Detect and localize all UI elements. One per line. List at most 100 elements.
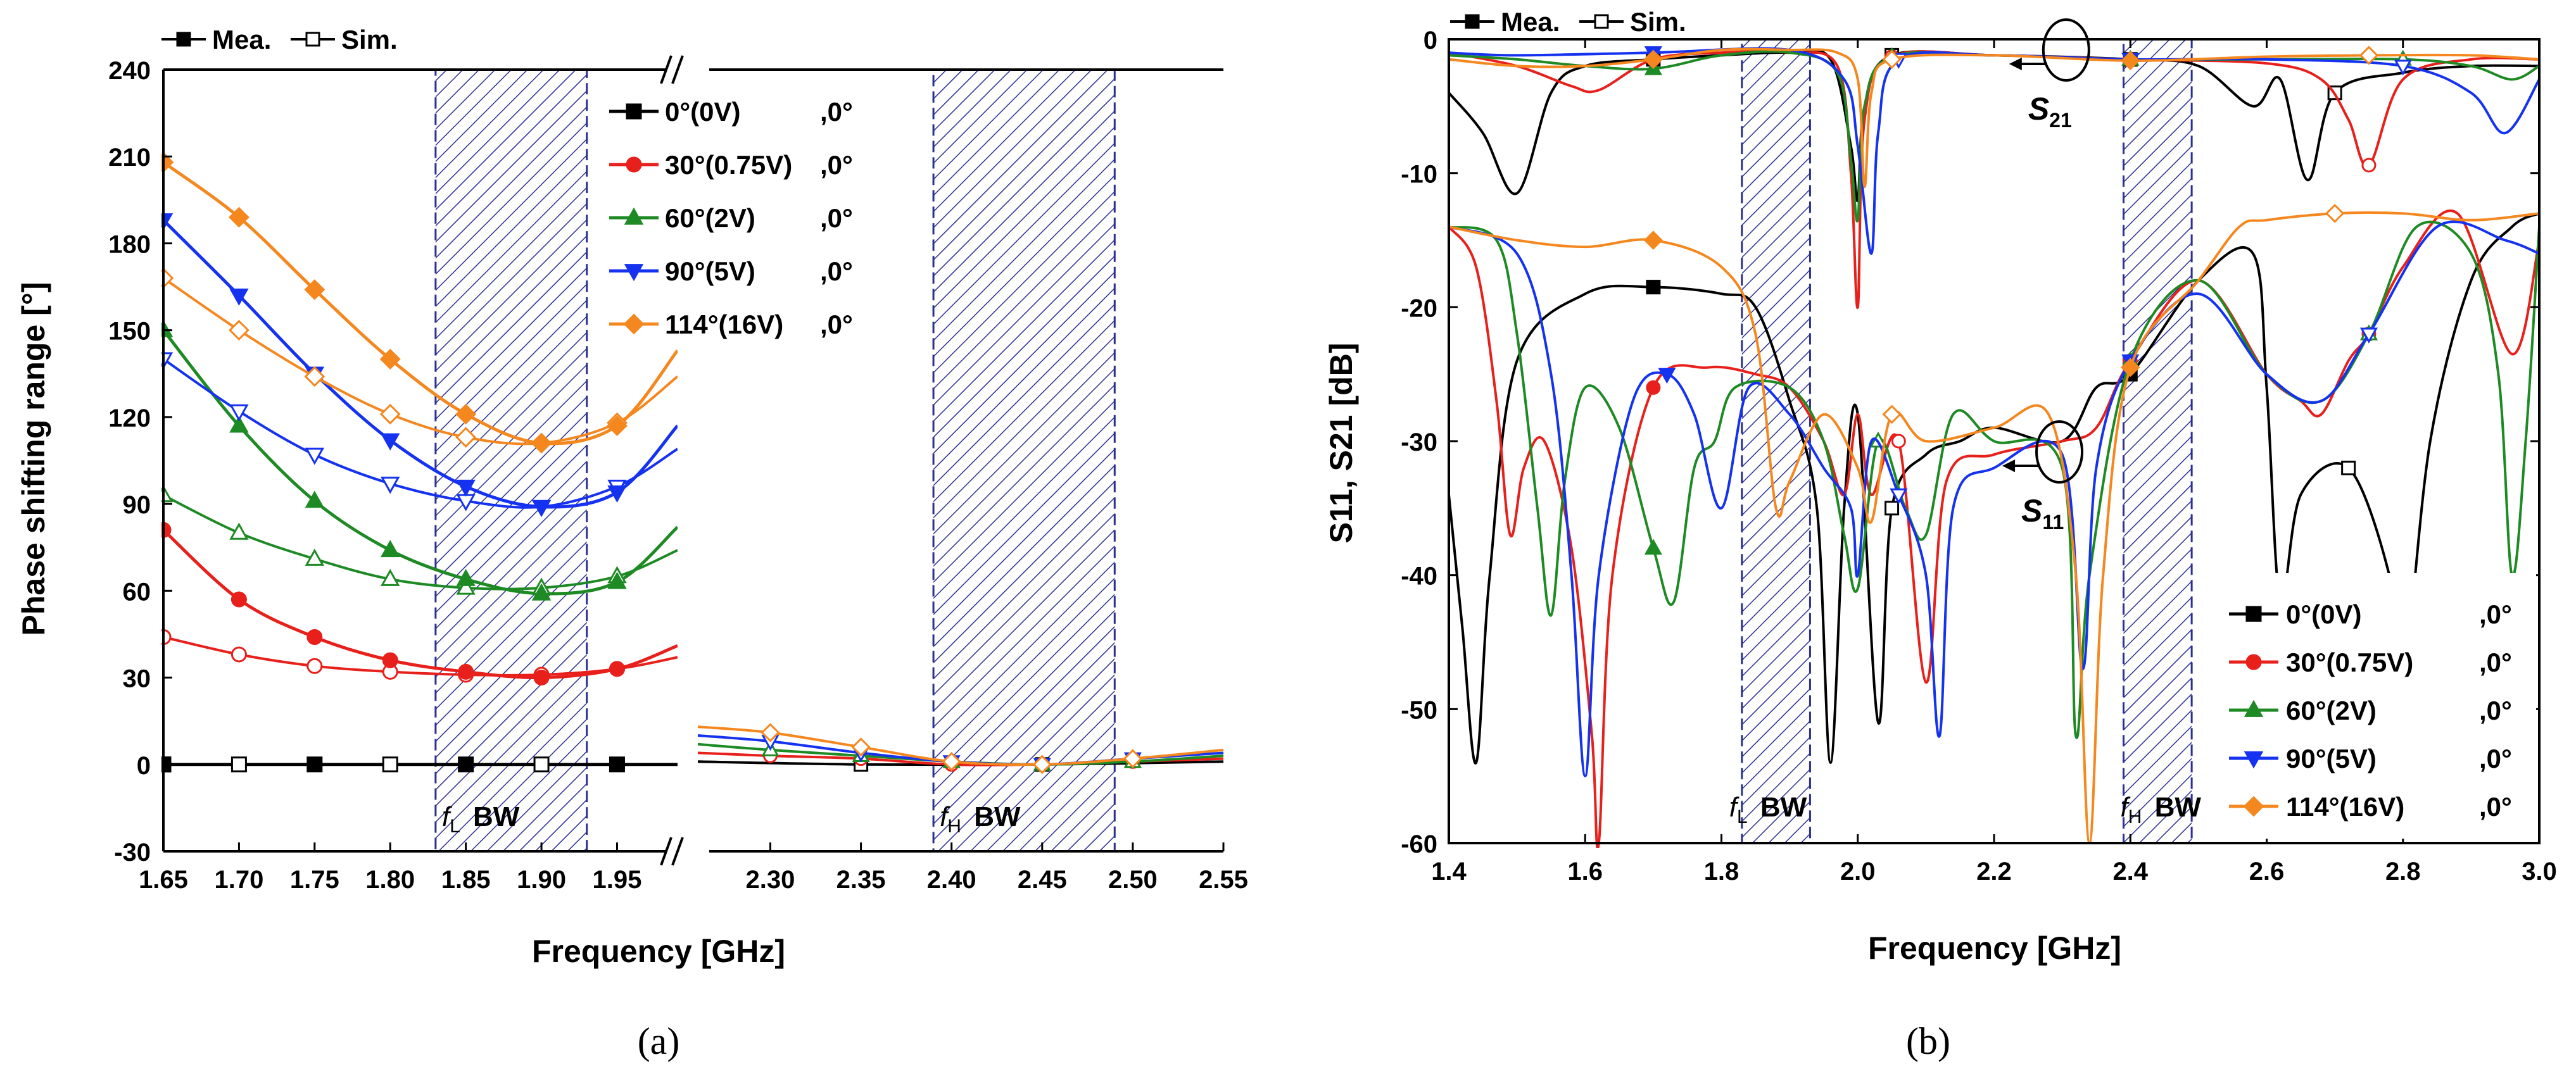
legend-suffix: ,0° xyxy=(2479,696,2512,725)
y-axis-label: Phase shifting range [°] xyxy=(16,282,51,636)
simulated-point xyxy=(379,403,401,425)
measured-point xyxy=(229,288,249,306)
legend-label: 0°(0V) xyxy=(2286,599,2362,629)
y-tick-label: -10 xyxy=(1401,161,1437,189)
legend-label: 30°(0.75V) xyxy=(665,150,792,180)
s11-point xyxy=(2359,327,2378,344)
s21-point xyxy=(2394,59,2412,76)
axes xyxy=(162,55,1223,866)
x-tick-label: 2.6 xyxy=(2249,858,2285,885)
legend-label: 60°(2V) xyxy=(2286,696,2377,725)
measured-point xyxy=(455,403,477,425)
x-tick-label: 2.55 xyxy=(1199,866,1248,894)
measured-point xyxy=(306,756,323,773)
legend-suffix: ,0° xyxy=(2479,744,2512,773)
s11-point xyxy=(2121,358,2140,377)
axis-break-mark xyxy=(660,837,672,866)
y-tick-label: 180 xyxy=(108,230,151,258)
legend-suffix: ,0° xyxy=(2479,792,2512,822)
x-tick-label: 1.80 xyxy=(365,866,415,894)
s21-point xyxy=(1643,49,1663,69)
measured-point xyxy=(531,499,552,517)
measured-point xyxy=(382,652,398,668)
annotation-ring xyxy=(2035,420,2084,484)
band-high xyxy=(932,68,1116,853)
legend-marker xyxy=(623,313,645,335)
simulated-point xyxy=(230,756,247,773)
x-tick-label: 1.75 xyxy=(290,866,339,894)
series-point xyxy=(761,723,780,742)
simulated-point xyxy=(304,366,325,387)
legend-marker xyxy=(624,207,644,225)
band-label-text: BW xyxy=(1753,792,1807,823)
s21-point xyxy=(2359,46,2379,65)
x-tick-label: 2.4 xyxy=(2112,858,2148,885)
series-low-segment xyxy=(161,213,678,517)
band-highlights: fL BW fH BW xyxy=(1729,38,2201,844)
series-low-segment xyxy=(161,320,678,601)
simulated-point xyxy=(456,577,476,595)
series-high-segment xyxy=(697,723,1224,774)
measured-line xyxy=(162,161,678,446)
x-axis-label: Frequency [GHz] xyxy=(1868,930,2121,966)
series-legend: 0°(0V) ,0° 30°(0.75V) ,0° 60°(2V) ,0° 90°(5V),… xyxy=(2223,573,2536,839)
x-tick-label: 2.0 xyxy=(1840,858,1876,885)
band-label-text: BW xyxy=(966,801,1021,832)
legend-label: 90°(5V) xyxy=(665,256,755,286)
series-point xyxy=(1123,749,1143,768)
legend-suffix: ,0° xyxy=(820,150,853,180)
s21-point xyxy=(1882,49,1902,69)
s11-point xyxy=(1644,539,1662,555)
simulated-line xyxy=(163,494,678,591)
legend-marker xyxy=(624,264,644,282)
x-tick-label: 2.2 xyxy=(1976,858,2012,885)
measured-point xyxy=(607,485,627,503)
tick-labels: 0 -10 -20 -30 -40 -50 -601.4 1.6 1.8 2.0 2.2 2.4 2.6… xyxy=(1401,27,2557,885)
legend-marker xyxy=(626,156,642,173)
y-tick-label: -30 xyxy=(114,839,151,866)
y-tick-label: -30 xyxy=(1401,429,1437,456)
measured-point xyxy=(607,572,627,589)
annotation-sub: 21 xyxy=(2049,109,2072,132)
x-tick-label: 2.35 xyxy=(837,866,886,894)
y-tick-label: 0 xyxy=(137,752,151,780)
y-axis-label: S11, S21 [dB] xyxy=(1323,343,1359,544)
y-tick-label: -50 xyxy=(1401,696,1437,724)
simulated-point xyxy=(381,477,400,494)
simulated-point xyxy=(228,320,249,341)
measured-point xyxy=(306,629,323,646)
annotation-sub: 11 xyxy=(2042,511,2064,534)
s11-line xyxy=(1448,220,2539,778)
y-tick-label: 30 xyxy=(123,665,151,693)
band-low xyxy=(1741,38,1811,844)
measured-point xyxy=(609,661,625,677)
measured-point xyxy=(229,415,249,433)
style-legend-label: Mea. xyxy=(1501,7,1560,37)
y-tick-label: -40 xyxy=(1401,563,1437,591)
annotation-label: S11 xyxy=(2021,493,2064,534)
x-tick-label: 1.95 xyxy=(593,866,642,894)
simulated-point xyxy=(230,646,247,663)
s11-point xyxy=(1643,230,1663,250)
legend-suffix: ,0° xyxy=(820,256,853,286)
y-tick-label: -60 xyxy=(1401,830,1437,858)
axis-break-mark xyxy=(671,837,684,866)
style-legend: Mea. Sim. xyxy=(1450,7,1686,37)
s11-point xyxy=(2341,460,2356,475)
s21-point xyxy=(2361,158,2377,173)
series-point xyxy=(851,737,871,757)
x-tick-label: 3.0 xyxy=(2522,858,2557,885)
measured-line xyxy=(162,219,678,509)
series-point xyxy=(1032,754,1052,774)
measured-point xyxy=(228,206,249,228)
annotation-arrowhead xyxy=(2009,58,2022,70)
x-tick-label: 1.6 xyxy=(1567,858,1603,885)
s11-point xyxy=(1646,280,1661,295)
x-tick-label: 1.85 xyxy=(441,866,491,894)
series-clip xyxy=(1448,46,2539,848)
legend-marker xyxy=(2245,654,2262,670)
series-4 xyxy=(1448,46,2539,845)
panel-label: (a) xyxy=(638,1020,680,1062)
simulated-point xyxy=(229,522,249,540)
measured-point xyxy=(458,663,474,680)
